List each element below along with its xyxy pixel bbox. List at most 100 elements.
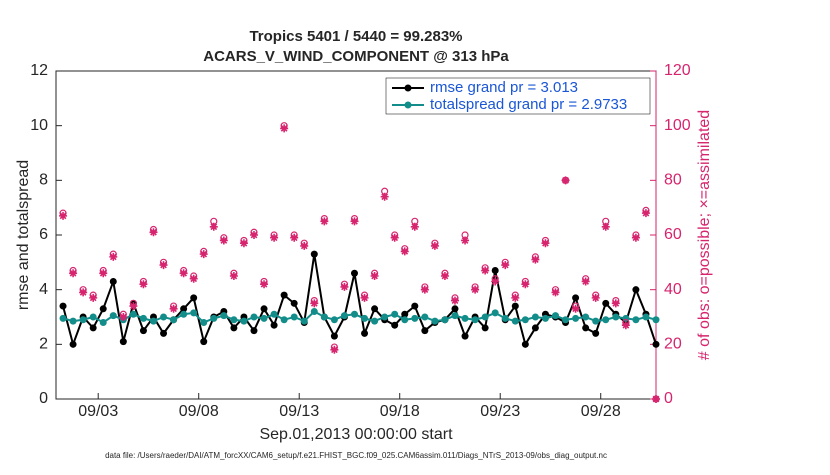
assimilated-marker bbox=[611, 299, 620, 308]
series-marker bbox=[160, 329, 168, 337]
legend-label: rmse grand pr = 3.013 bbox=[430, 79, 578, 96]
series-marker bbox=[280, 316, 288, 324]
x-tick-label: 09/18 bbox=[380, 403, 420, 420]
assimilated-marker bbox=[340, 282, 349, 291]
series-marker bbox=[99, 318, 107, 326]
x-tick-label: 09/13 bbox=[279, 403, 319, 420]
assimilated-marker bbox=[179, 269, 188, 278]
series-marker bbox=[79, 316, 87, 324]
y-tick-label: 4 bbox=[39, 281, 48, 298]
assimilated-marker bbox=[491, 277, 500, 286]
y-axis-label: rmse and totalspread bbox=[15, 160, 32, 310]
series-marker bbox=[330, 332, 338, 340]
x-tick-label: 09/08 bbox=[179, 403, 219, 420]
series-marker bbox=[69, 340, 77, 348]
series-marker bbox=[582, 324, 590, 332]
y-tick-label: 0 bbox=[39, 390, 48, 407]
series-marker bbox=[290, 313, 298, 321]
assimilated-marker bbox=[551, 288, 560, 297]
series-marker bbox=[59, 314, 67, 322]
assimilated-marker bbox=[481, 266, 490, 275]
assimilated-marker bbox=[229, 272, 238, 280]
assimilated-marker bbox=[209, 222, 218, 231]
assimilated-marker bbox=[440, 272, 449, 280]
assimilated-marker bbox=[109, 252, 118, 261]
series-marker bbox=[89, 313, 97, 321]
series-marker bbox=[119, 338, 127, 346]
series-marker bbox=[310, 308, 318, 316]
series-marker bbox=[190, 309, 198, 317]
series-marker bbox=[59, 302, 67, 310]
assimilated-marker bbox=[360, 293, 369, 302]
series-marker bbox=[180, 310, 188, 318]
assimilated-marker bbox=[330, 345, 339, 354]
assimilated-marker bbox=[450, 296, 459, 305]
series-marker bbox=[632, 286, 640, 294]
series-marker bbox=[210, 314, 218, 322]
series-marker bbox=[139, 327, 147, 335]
series-marker bbox=[531, 313, 539, 321]
series-marker bbox=[220, 312, 228, 320]
series-marker bbox=[481, 313, 489, 321]
y-tick-label: 6 bbox=[39, 226, 48, 243]
series-marker bbox=[170, 316, 178, 324]
series-marker bbox=[521, 316, 529, 324]
series-marker bbox=[200, 338, 208, 346]
series-marker bbox=[300, 317, 308, 325]
assimilated-marker bbox=[270, 233, 279, 242]
series-marker bbox=[632, 316, 640, 324]
series-marker bbox=[99, 305, 107, 313]
assimilated-marker bbox=[561, 176, 570, 185]
series-marker bbox=[612, 313, 620, 321]
y2-tick-label: 40 bbox=[664, 281, 682, 298]
series-marker bbox=[411, 314, 419, 322]
assimilated-marker bbox=[59, 211, 68, 220]
assimilated-marker bbox=[260, 280, 269, 289]
assimilated-marker bbox=[249, 231, 258, 239]
legend-box bbox=[385, 77, 651, 115]
y-tick-label: 10 bbox=[30, 117, 48, 134]
assimilated-marker bbox=[139, 280, 148, 289]
series-marker bbox=[260, 314, 268, 322]
series-marker bbox=[401, 310, 409, 318]
series-marker bbox=[230, 324, 238, 332]
series-marker bbox=[180, 305, 188, 313]
series-marker bbox=[572, 314, 580, 322]
assimilated-marker bbox=[189, 274, 198, 283]
series-marker bbox=[491, 267, 499, 275]
series-marker bbox=[501, 314, 509, 322]
series-marker bbox=[69, 317, 77, 325]
series-marker bbox=[320, 313, 328, 321]
assimilated-marker bbox=[69, 269, 78, 278]
series-marker bbox=[421, 313, 429, 321]
series-marker bbox=[642, 313, 650, 321]
series-marker bbox=[481, 324, 489, 332]
assimilated-marker bbox=[521, 280, 530, 289]
series-marker bbox=[562, 316, 570, 324]
series-marker bbox=[391, 321, 399, 329]
series-marker bbox=[310, 250, 318, 258]
series-marker bbox=[240, 317, 248, 325]
assimilated-marker bbox=[149, 228, 158, 237]
series-marker bbox=[270, 310, 278, 318]
assimilated-marker bbox=[99, 269, 108, 278]
series-marker bbox=[602, 316, 610, 324]
y2-axis-label: # of obs: o=possible; ×=assimilated bbox=[696, 110, 713, 360]
series-marker bbox=[330, 316, 338, 324]
assimilated-marker bbox=[471, 285, 480, 294]
assimilated-marker bbox=[169, 304, 178, 313]
x-tick-label: 09/28 bbox=[581, 403, 621, 420]
assimilated-marker bbox=[430, 241, 439, 250]
assimilated-marker bbox=[310, 299, 319, 308]
footnote: data file: /Users/raeder/DAI/ATM_forcXX/… bbox=[105, 451, 607, 460]
assimilated-marker bbox=[199, 250, 208, 259]
y2-tick-label: 80 bbox=[664, 172, 682, 189]
y2-tick-label: 0 bbox=[664, 390, 673, 407]
assimilated-marker bbox=[350, 217, 359, 226]
series-marker bbox=[250, 313, 258, 321]
series-marker bbox=[190, 294, 198, 302]
assimilated-marker bbox=[571, 304, 580, 313]
assimilated-marker bbox=[300, 241, 309, 250]
assimilated-marker bbox=[601, 222, 610, 231]
assimilated-marker bbox=[159, 261, 168, 270]
